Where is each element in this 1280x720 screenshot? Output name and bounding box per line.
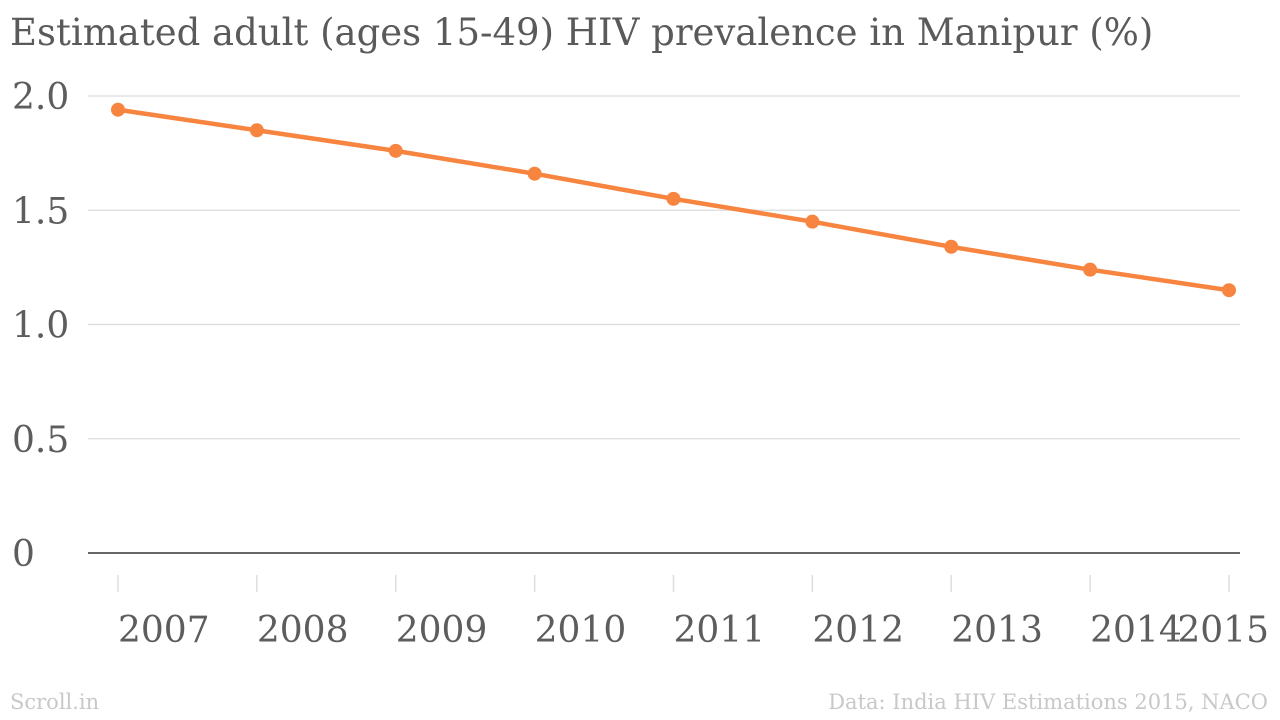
- y-tick-label: 0: [12, 534, 35, 575]
- data-point: [805, 214, 820, 229]
- x-axis: [88, 552, 1240, 592]
- x-tick-label: 2010: [535, 610, 627, 651]
- x-tick-label: 2015: [1177, 610, 1269, 651]
- data-point: [111, 102, 125, 117]
- y-tick-label: 1.0: [12, 306, 69, 347]
- footer-data-source: Data: India HIV Estimations 2015, NACO: [828, 690, 1268, 714]
- x-tick-label: 2014: [1090, 610, 1182, 651]
- chart-title: Estimated adult (ages 15-49) HIV prevale…: [10, 11, 1154, 54]
- y-tick-label: 0.5: [12, 420, 69, 461]
- x-tick-label: 2012: [812, 610, 904, 651]
- data-point: [944, 239, 959, 254]
- data-point: [1083, 262, 1098, 277]
- data-point: [388, 143, 403, 158]
- x-tick-label: 2013: [951, 610, 1043, 651]
- series-prevalence: [111, 102, 1236, 298]
- x-tick-label: 2008: [257, 610, 349, 651]
- gridlines: [88, 95, 1240, 440]
- data-point: [1222, 283, 1236, 298]
- x-tick-label: 2011: [674, 610, 766, 651]
- data-point: [527, 166, 542, 181]
- y-axis-tick-labels: 0 0.5 1.0 1.5 2.0: [12, 77, 69, 575]
- y-tick-label: 2.0: [12, 77, 69, 118]
- data-point: [249, 123, 264, 138]
- data-point: [666, 191, 681, 206]
- x-tick-label: 2009: [396, 610, 488, 651]
- x-tick-label: 2007: [118, 610, 210, 651]
- y-tick-label: 1.5: [12, 191, 69, 232]
- footer-brand: Scroll.in: [10, 690, 100, 714]
